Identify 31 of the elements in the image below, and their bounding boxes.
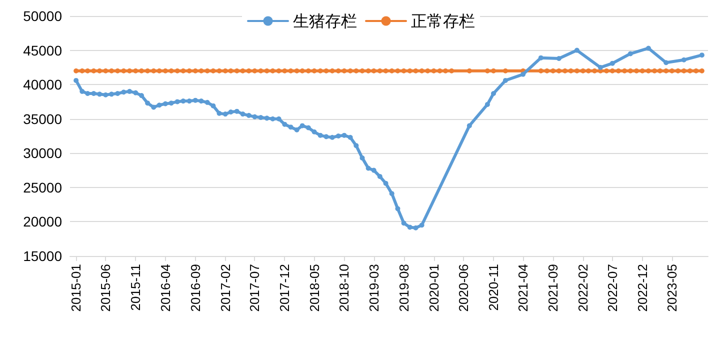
- x-tick-label: 2022-07: [604, 264, 620, 312]
- y-tick-label: 30000: [23, 145, 62, 162]
- legend-label: 生猪存栏: [293, 12, 357, 30]
- y-tick-label: 20000: [23, 214, 62, 230]
- x-tick-label: 2022-12: [634, 264, 650, 312]
- y-tick-label: 35000: [23, 110, 62, 127]
- x-tick-label: 2019-08: [396, 264, 412, 312]
- x-tick-label: 2015-01: [68, 264, 84, 312]
- x-tick-label: 2015-06: [98, 264, 114, 312]
- x-tick-label: 2021-04: [516, 264, 531, 312]
- y-tick-label: 45000: [23, 42, 62, 58]
- x-tick-label: 2017-02: [218, 264, 233, 312]
- x-tick-label: 2018-05: [306, 264, 322, 312]
- y-tick-label: 50000: [23, 8, 62, 24]
- x-tick-label: 2021-09: [546, 264, 561, 312]
- x-tick-label: 2019-03: [366, 264, 382, 312]
- x-tick-label: 2017-12: [277, 264, 292, 312]
- y-tick-label: 40000: [23, 76, 62, 93]
- x-tick-label: 2020-06: [456, 264, 472, 312]
- x-tick-label: 2016-04: [158, 264, 173, 312]
- legend-label: 正常存栏: [411, 12, 475, 30]
- x-tick-label: 2020-01: [426, 264, 442, 312]
- x-tick-label: 2015-11: [128, 264, 144, 311]
- x-tick-label: 2016-09: [188, 264, 203, 312]
- x-tick-label: 2023-05: [664, 264, 680, 312]
- x-tick-label: 2020-11: [486, 264, 502, 311]
- x-tick-label: 2022-02: [576, 264, 591, 312]
- y-tick-label: 25000: [23, 179, 62, 196]
- x-tick-label: 2017-07: [247, 264, 262, 312]
- x-tick-label: 2018-10: [336, 264, 352, 312]
- y-tick-label: 15000: [23, 248, 62, 264]
